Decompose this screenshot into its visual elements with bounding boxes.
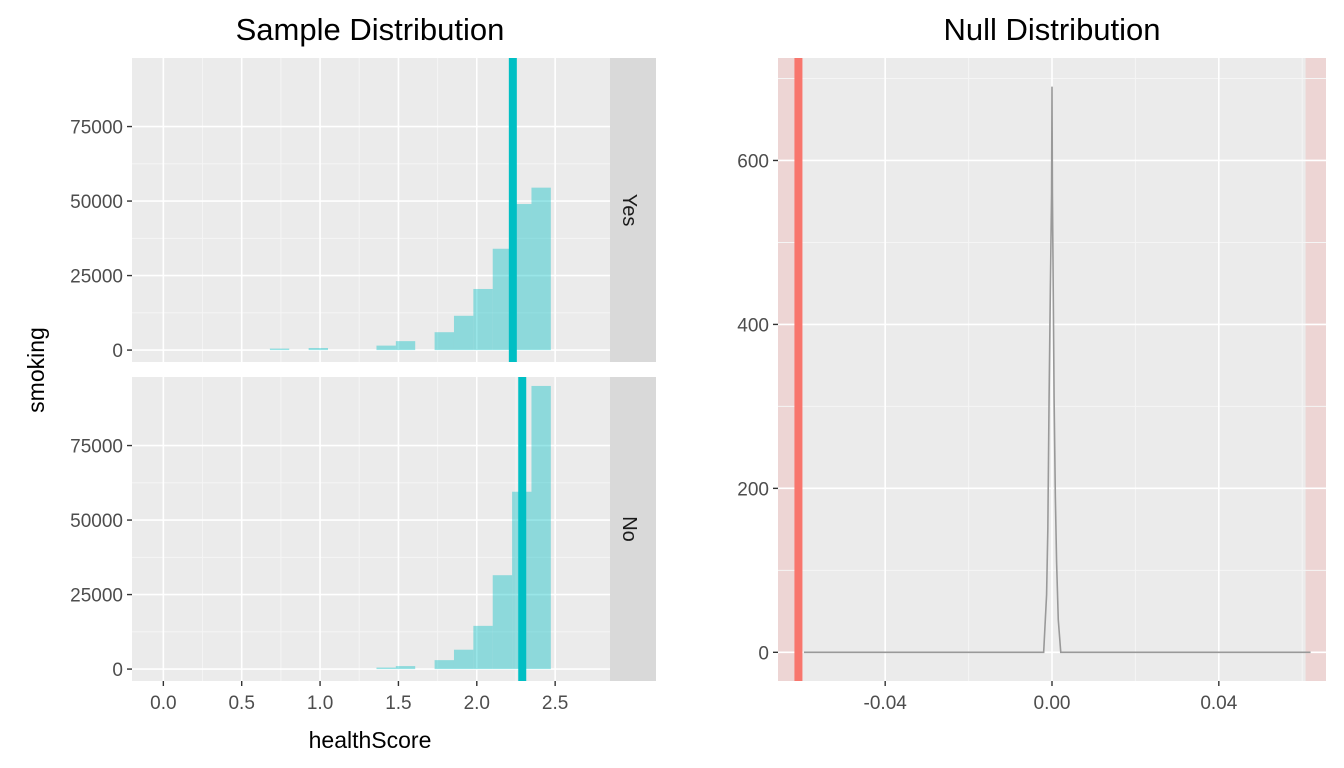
y-tick-label: 200	[737, 479, 769, 500]
facet-yes-gridlines	[132, 58, 610, 362]
histogram-bar	[531, 385, 551, 670]
histogram-bar	[434, 332, 454, 351]
y-tick-label: 75000	[70, 118, 123, 139]
x-tick-label: 2.0	[464, 693, 490, 714]
sample-x-axis-label: healthScore	[309, 727, 432, 753]
x-tick-label: 0.0	[150, 693, 176, 714]
sample-chart-title: Sample Distribution	[236, 12, 505, 47]
y-tick-label: 50000	[70, 192, 123, 213]
facet-yes-strip-label: Yes	[618, 194, 640, 227]
histogram-bar	[492, 248, 513, 351]
y-tick-label: 75000	[70, 437, 123, 458]
histogram-bar	[376, 345, 396, 351]
shaded-region-right	[1305, 58, 1326, 681]
facet-yes-background	[132, 58, 610, 362]
facet-no-strip-label: No	[618, 516, 640, 542]
facet-no-y-axis: 0 25000 50000 75000	[70, 437, 132, 681]
histogram-bar	[269, 348, 290, 351]
null-chart-title: Null Distribution	[943, 12, 1160, 47]
y-tick-label: 0	[112, 660, 123, 681]
y-tick-label: 50000	[70, 511, 123, 532]
facet-panel-yes: 0 25000 50000 75000 Yes	[70, 58, 656, 362]
facet-no-background	[132, 377, 610, 681]
facet-yes-mean-line	[508, 58, 517, 362]
mean-line	[508, 58, 517, 362]
null-x-axis: -0.04 0.00 0.04	[864, 681, 1238, 714]
histogram-bar	[308, 347, 329, 351]
facet-yes-strip	[610, 58, 656, 362]
histogram-bar	[453, 315, 474, 351]
mean-line	[518, 377, 527, 681]
histogram-bar	[473, 288, 493, 351]
histogram-bar	[512, 204, 532, 351]
x-tick-label: -0.04	[864, 693, 908, 714]
y-tick-label: 25000	[70, 267, 123, 288]
facet-panel-no: 0 25000 50000 75000 No	[70, 377, 656, 681]
null-distribution-curve	[803, 86, 1311, 654]
x-tick-label: 0.00	[1034, 693, 1071, 714]
histogram-bar	[376, 667, 396, 670]
null-density-line	[803, 86, 1311, 654]
histogram-bar	[473, 625, 493, 670]
histogram-bar	[395, 341, 416, 351]
x-tick-label: 0.5	[228, 693, 254, 714]
observed-stat-line	[794, 58, 803, 681]
shaded-region-left	[778, 58, 799, 681]
facet-yes-y-axis: 0 25000 50000 75000	[70, 118, 132, 362]
histogram-bar	[453, 649, 474, 670]
histogram-bar	[434, 660, 454, 670]
histogram-bar	[395, 666, 416, 670]
facet-no-strip	[610, 377, 656, 681]
facet-no-gridlines	[132, 377, 610, 681]
y-tick-label: 0	[758, 643, 769, 664]
x-tick-label: 1.0	[307, 693, 333, 714]
y-tick-label: 25000	[70, 586, 123, 607]
facet-no-bars	[376, 385, 551, 670]
sample-y-axis-label: smoking	[23, 327, 49, 413]
histogram-bar	[492, 575, 513, 670]
sample-x-axis: 0.0 0.5 1.0 1.5 2.0 2.5	[150, 681, 568, 714]
null-distribution-chart: Null Distribution 0 200 400 600 -0.04 0.00 0.…	[737, 12, 1326, 714]
null-shaded-regions	[778, 58, 1326, 681]
y-tick-label: 400	[737, 315, 769, 336]
sample-distribution-chart: Sample Distribution smoking healthScore …	[23, 12, 656, 753]
x-tick-label: 2.5	[542, 693, 568, 714]
y-tick-label: 600	[737, 151, 769, 172]
x-tick-label: 1.5	[385, 693, 411, 714]
facet-no-mean-line	[518, 377, 527, 681]
null-y-axis: 0 200 400 600	[737, 151, 778, 664]
x-tick-label: 0.04	[1200, 693, 1237, 714]
facet-yes-bars	[269, 187, 551, 351]
observed-statistic-line	[794, 58, 803, 681]
histogram-bar	[531, 187, 551, 351]
y-tick-label: 0	[112, 341, 123, 362]
